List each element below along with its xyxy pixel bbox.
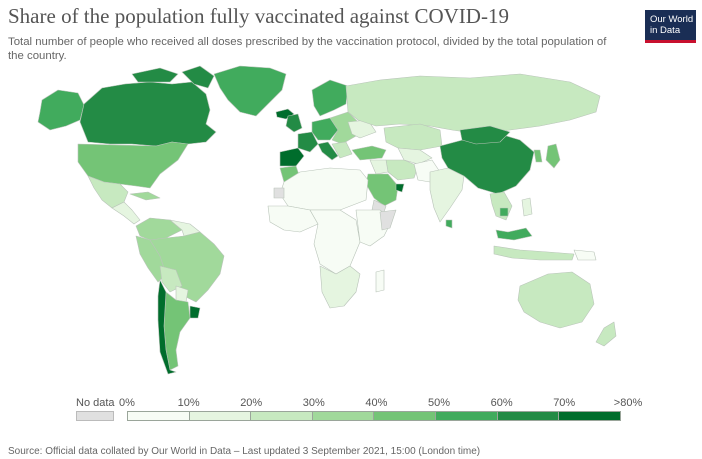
region-australia[interactable]: [517, 271, 595, 329]
region-new-zealand[interactable]: [595, 321, 617, 347]
region-cambodia[interactable]: [499, 207, 509, 217]
region-canada[interactable]: [79, 81, 217, 147]
region-north-africa[interactable]: [279, 167, 369, 211]
source-note: Source: Official data collated by Our Wo…: [8, 446, 481, 457]
region-sri-lanka[interactable]: [445, 219, 453, 229]
region-png[interactable]: [573, 249, 597, 261]
region-southern-africa[interactable]: [319, 265, 361, 309]
legend-bin[interactable]: [496, 411, 560, 421]
region-madagascar[interactable]: [375, 269, 385, 293]
chart-subtitle: Total number of people who received all …: [8, 36, 607, 62]
region-malaysia[interactable]: [495, 227, 533, 241]
region-cuba[interactable]: [129, 191, 161, 201]
region-scandinavia[interactable]: [311, 79, 349, 117]
world-map: [37, 65, 617, 375]
legend-tick-label: 30%: [302, 397, 325, 409]
region-iraq-syria[interactable]: [369, 159, 389, 175]
region-greenland[interactable]: [213, 65, 287, 117]
region-somalia[interactable]: [379, 209, 397, 231]
legend-no-data-swatch[interactable]: [76, 411, 114, 421]
region-italy[interactable]: [317, 141, 339, 161]
region-spain-portugal[interactable]: [279, 147, 305, 167]
legend-tick-label: 50%: [428, 397, 451, 409]
region-west-africa[interactable]: [267, 205, 319, 233]
region-west-sahara[interactable]: [273, 187, 285, 199]
legend-no-data-label: No data: [76, 397, 115, 409]
region-uk-ireland[interactable]: [285, 113, 303, 133]
legend-color-scale: [127, 411, 621, 421]
legend-tick-label: 10%: [177, 397, 200, 409]
legend-tick-label: 0%: [119, 397, 135, 409]
legend-bin[interactable]: [311, 411, 375, 421]
logo-line-1: Our World: [650, 14, 694, 25]
legend-tick-label: 70%: [553, 397, 576, 409]
legend-tick-label: 60%: [490, 397, 513, 409]
region-colombia-venezuela[interactable]: [135, 217, 183, 241]
region-russia[interactable]: [345, 73, 601, 135]
legend-tick-label: 20%: [240, 397, 263, 409]
region-kazakhstan[interactable]: [383, 123, 443, 151]
legend-bin[interactable]: [250, 411, 313, 421]
owid-logo[interactable]: Our World in Data: [645, 10, 696, 43]
legend-tick-label: >80%: [613, 397, 643, 409]
legend-tick-label: 40%: [365, 397, 388, 409]
region-indonesia[interactable]: [493, 245, 575, 261]
legend-bin[interactable]: [558, 411, 621, 421]
region-korea[interactable]: [533, 149, 543, 163]
region-japan[interactable]: [545, 143, 561, 169]
region-central-america[interactable]: [111, 201, 141, 225]
legend-bin[interactable]: [127, 411, 190, 421]
region-chile[interactable]: [157, 279, 177, 375]
region-central-asia[interactable]: [397, 147, 433, 165]
region-uae[interactable]: [395, 183, 405, 193]
region-canada-arctic[interactable]: [131, 67, 179, 83]
logo-line-2: in Data: [650, 25, 681, 36]
region-central-africa[interactable]: [309, 209, 361, 275]
region-canada-arctic-2[interactable]: [181, 65, 215, 89]
region-uruguay[interactable]: [189, 305, 201, 319]
region-saudi-arabia[interactable]: [365, 173, 399, 207]
legend-bin[interactable]: [188, 411, 252, 421]
region-india[interactable]: [429, 167, 465, 223]
region-france[interactable]: [297, 131, 319, 153]
region-philippines[interactable]: [521, 197, 533, 217]
region-turkey[interactable]: [351, 145, 387, 161]
region-mongolia[interactable]: [459, 125, 511, 145]
region-balkans[interactable]: [331, 141, 353, 159]
chart-title: Share of the population fully vaccinated…: [8, 4, 509, 28]
legend-bin[interactable]: [373, 411, 436, 421]
legend-bin[interactable]: [434, 411, 498, 421]
region-alaska[interactable]: [37, 89, 85, 131]
